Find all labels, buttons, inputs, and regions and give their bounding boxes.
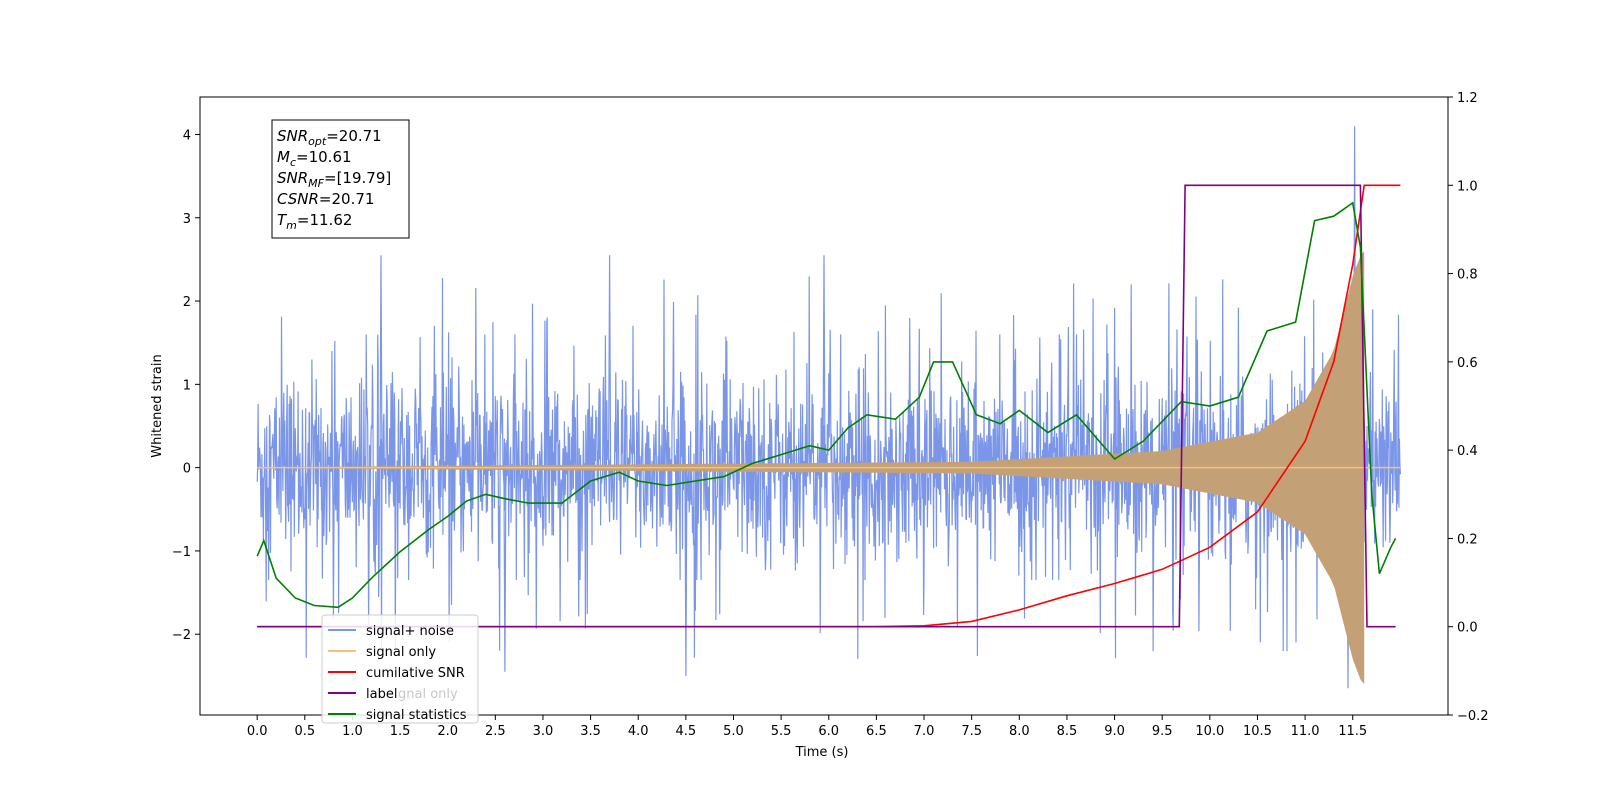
x-tick-label: 7.5 [961,724,982,739]
x-tick-label: 1.5 [390,724,411,739]
x-tick-label: 0.5 [294,724,315,739]
x-tick-label: 8.5 [1057,724,1078,739]
x-tick-label: 6.5 [866,724,887,739]
legend-frame [321,614,479,724]
x-tick-label: 4.0 [628,724,649,739]
series-signal-only [257,251,1401,685]
series-signal-statistics [256,201,1397,609]
x-tick-label: 9.5 [1152,724,1173,739]
series-cumilative-snr [257,184,1401,628]
y2-tick-label: −0.2 [1457,709,1489,724]
x-tick-label: 10.5 [1243,724,1272,739]
series-label [257,184,1396,628]
x-tick-label: 2.5 [485,724,506,739]
signal-noise-line [256,126,1401,689]
y-tick-label: −1 [172,545,191,560]
legend-entry: label [366,687,397,702]
y2-tick-label: 0.2 [1457,532,1478,547]
y-tick-label: 4 [183,128,191,143]
x-tick-label: 11.5 [1338,724,1367,739]
y2-tick-label: 0.0 [1457,621,1478,636]
y-axis-left: −2 −1 0 1 2 3 4 [172,128,200,643]
x-tick-label: 2.0 [437,724,458,739]
x-tick-label: 1.0 [342,724,363,739]
x-tick-label: 6.0 [818,724,839,739]
y-tick-label: −2 [172,628,191,643]
y2-tick-label: 1.2 [1457,91,1478,106]
legend-entry: signal+ noise [366,624,454,639]
plot-area [256,126,1401,689]
annotation-box: SNRopt=20.71Mc=10.61SNRMF=[19.79]CSNR=20… [271,119,410,239]
y-tick-label: 1 [183,378,191,393]
x-tick-label: 11.0 [1291,724,1320,739]
annotation-line: CSNR=20.71 [277,190,374,208]
x-tick-label: 9.0 [1104,724,1125,739]
x-tick-label: 7.0 [914,724,935,739]
x-tick-label: 3.5 [580,724,601,739]
right-axis-series [256,184,1401,628]
y-tick-label: 2 [183,295,191,310]
legend: signal+ noise signal only cumilative SNR la… [321,614,479,724]
y-axis-label: Whitened strain [150,354,165,457]
x-axis-label: Time (s) [795,745,849,760]
y2-tick-label: 0.4 [1457,444,1478,459]
x-tick-label: 10.0 [1195,724,1224,739]
legend-hidden-text: gnal only [398,687,458,702]
annotation-line: SNRopt=20.71 [277,127,382,148]
y-tick-label: 0 [183,462,191,477]
y2-tick-label: 0.6 [1457,356,1478,371]
plot-frame [199,96,1449,716]
x-tick-label: 5.0 [723,724,744,739]
y2-tick-label: 1.0 [1457,179,1478,194]
annotation-line: Tm=11.62 [277,211,352,232]
y-tick-label: 3 [183,212,191,227]
y-axis-right: −0.2 0.0 0.2 0.4 0.6 0.8 1.0 1.2 [1448,91,1489,724]
x-tick-label: 8.0 [1009,724,1030,739]
x-tick-label: 3.0 [533,724,554,739]
legend-entry: signal statistics [366,708,467,723]
legend-entry: signal only [366,645,436,660]
annotation-line: Mc=10.61 [277,148,352,169]
legend-entry: cumilative SNR [366,666,465,681]
annotation-line: SNRMF=[19.79] [277,169,391,190]
x-axis: 0.0 0.5 1.0 1.5 2.0 2.5 3.0 3.5 4.0 4.5 5.0 5.5 6.0 6… [247,715,1367,739]
y2-tick-label: 0.8 [1457,268,1478,283]
x-tick-label: 0.0 [247,724,268,739]
x-tick-label: 5.5 [771,724,792,739]
annotation-frame [271,119,410,239]
series-signal-plus-noise [256,126,1401,689]
x-tick-label: 4.5 [676,724,697,739]
